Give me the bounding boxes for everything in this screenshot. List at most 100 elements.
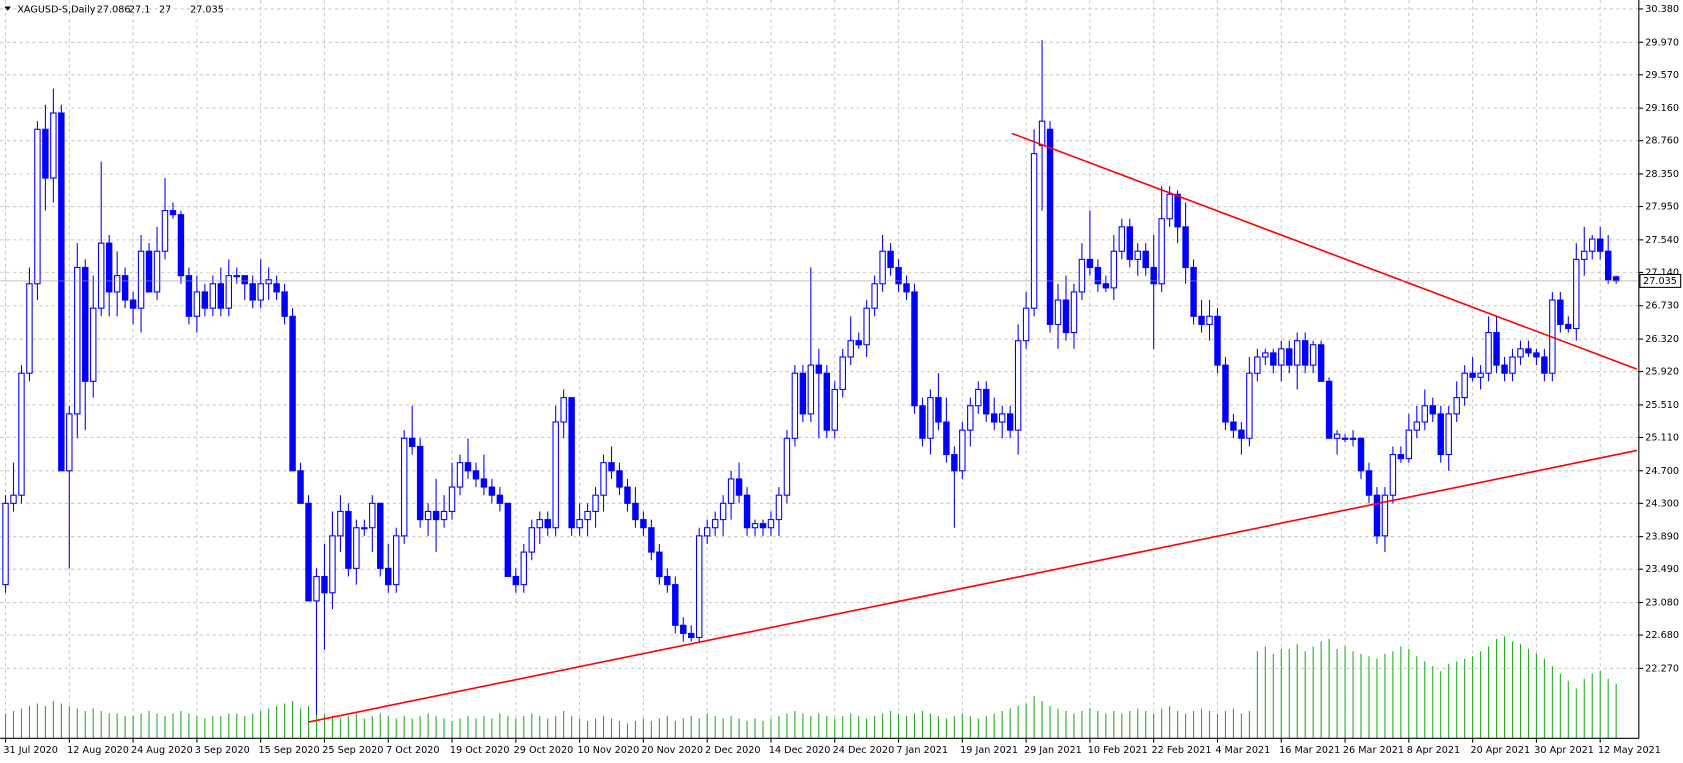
candle-body [193,291,201,317]
candle-body [1094,266,1102,285]
candle-body [1126,226,1133,260]
x-tick-label: 12 Aug 2020 [67,745,129,756]
candle-body [472,470,480,480]
candle-body [1517,348,1524,358]
candle-body [1341,437,1349,440]
candle-body [440,510,448,521]
candle-body [353,527,360,569]
axes: 30.380 29.970 29.570 29.160 28.760 28.350 27.9… [0,4,1682,756]
candle-body [727,478,735,504]
menu-arrow [4,6,11,11]
candle-body [504,502,512,578]
candle-body [1325,380,1333,439]
candle-body [608,462,615,472]
candle-body [153,250,161,293]
candle-body [377,502,384,569]
candle-body [281,291,288,317]
candle-body [640,519,647,529]
candle-body [1485,332,1492,374]
candle-body [1309,344,1317,366]
y-tick-label: 29.970 [1645,37,1679,48]
candle-body [233,275,240,278]
candle-body [66,413,73,472]
candle-body [369,502,376,529]
candle-body [735,478,743,496]
candle-body [26,283,33,374]
candle-body [951,454,958,472]
candle-body [815,364,823,374]
candle-body [10,494,17,504]
candle-body [1541,356,1548,374]
candle-body [297,470,304,504]
candle-body [273,283,280,293]
candle-body [1421,405,1429,423]
y-tick-label: 22.680 [1645,630,1679,641]
candle-body [1469,372,1476,378]
candle-body [1286,348,1293,366]
y-tick-label: 29.160 [1645,103,1679,114]
candle-body [1278,348,1285,366]
high: 27.1 [129,5,150,16]
candle-body [1317,344,1325,382]
y-tick-label: 24.300 [1645,498,1679,509]
y-tick-label: 25.110 [1645,432,1679,443]
x-tick-label: 24 Dec 2020 [833,745,895,756]
y-tick-label: 24.700 [1645,466,1679,477]
candle-body [321,575,328,594]
x-tick-label: 3 Sep 2020 [195,745,250,756]
candle-body [1429,405,1436,415]
candle-body [90,307,97,382]
candle-body [1158,218,1165,285]
candle-body [839,356,846,391]
x-tick-label: 24 Aug 2020 [131,745,193,756]
candle-body [1030,153,1038,309]
candle-body [1596,238,1604,252]
candle-body [2,502,9,586]
candle-body [74,266,81,415]
candle-body [185,275,193,317]
candle-body [496,494,504,504]
candle-body [1525,348,1532,354]
candle-body [1397,454,1405,460]
x-tick-label: 7 Oct 2020 [386,745,439,756]
candle-body [887,250,894,269]
candle-body [871,283,878,309]
candle-body [1166,193,1173,220]
candle-body [799,372,807,415]
candle-body [1405,429,1413,460]
x-tick-label: 20 Apr 2021 [1470,745,1530,756]
candle-body [480,478,488,488]
candle-body [1301,340,1309,366]
y-tick-label: 26.730 [1645,301,1679,312]
candle-body [58,112,65,472]
candle-body [903,283,910,293]
candle-body [1373,494,1381,537]
x-tick-label: 7 Jan 2021 [896,745,948,756]
x-tick-label: 10 Nov 2020 [577,745,639,756]
x-tick-label: 29 Jan 2021 [1024,745,1082,756]
candle-body [1533,352,1540,358]
candle-body [217,283,225,309]
candle-body [983,388,990,415]
candle-body [1501,364,1508,374]
candle-body [305,502,312,602]
y-tick-label: 23.490 [1645,564,1679,575]
y-tick-label: 28.760 [1645,136,1679,147]
candle-body [161,210,169,252]
candle-body [719,502,727,521]
x-tick-label: 26 Mar 2021 [1343,745,1404,756]
candle-body [1612,276,1620,282]
candle-body [18,372,25,496]
close: 27.035 [190,5,224,16]
candle-body [1254,356,1261,374]
candle-body [807,364,815,415]
candle-body [576,519,583,529]
candle-body [1493,332,1500,366]
candle-body [456,462,464,488]
x-tick-label: 16 Mar 2021 [1279,745,1340,756]
candle-body [656,551,663,578]
candle-body [129,299,137,309]
y-tick-label: 22.270 [1645,663,1679,674]
candle-body [424,510,432,521]
candle-body [1437,413,1444,456]
